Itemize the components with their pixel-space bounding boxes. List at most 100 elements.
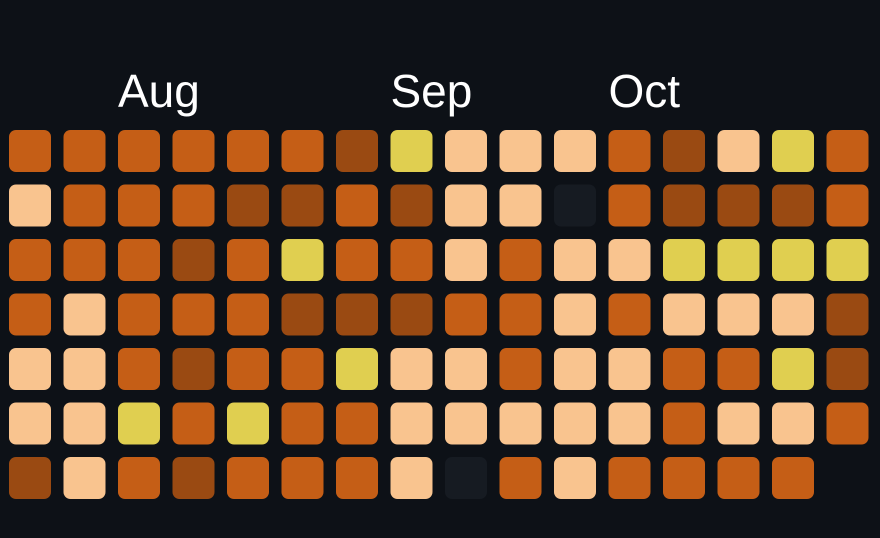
heatmap-cell	[663, 457, 705, 499]
heatmap-cell	[281, 457, 324, 499]
heatmap-cell	[227, 457, 269, 499]
heatmap-cell	[63, 184, 106, 227]
heatmap-cell	[663, 293, 705, 336]
heatmap-cell	[826, 130, 869, 172]
heatmap-cell	[336, 130, 378, 172]
heatmap-cell	[717, 239, 760, 281]
heatmap-cell	[663, 239, 705, 281]
heatmap-cell	[172, 348, 215, 390]
heatmap-cell	[445, 130, 487, 172]
heatmap-cell	[9, 348, 51, 390]
heatmap-cell	[227, 293, 269, 336]
heatmap-cell	[336, 402, 378, 445]
heatmap-cell	[172, 239, 215, 281]
heatmap-cell	[772, 402, 814, 445]
heatmap-cell	[390, 348, 433, 390]
heatmap-cell	[826, 402, 869, 445]
heatmap-cell	[63, 348, 106, 390]
heatmap-cell	[608, 239, 651, 281]
heatmap-cell	[772, 293, 814, 336]
month-label-aug: Aug	[118, 65, 200, 117]
heatmap-cell	[499, 402, 542, 445]
heatmap-cell	[227, 184, 269, 227]
heatmap-cell	[390, 184, 433, 227]
heatmap-cell	[554, 457, 596, 499]
heatmap-cell	[608, 348, 651, 390]
heatmap-cell	[281, 130, 324, 172]
heatmap-cell	[9, 402, 51, 445]
heatmap-cell	[63, 457, 106, 499]
heatmap-cell	[772, 239, 814, 281]
heatmap-cell	[554, 402, 596, 445]
heatmap-cell	[9, 293, 51, 336]
heatmap-cells	[9, 130, 869, 499]
heatmap-cell	[717, 457, 760, 499]
heatmap-cell	[717, 293, 760, 336]
heatmap-cell	[390, 402, 433, 445]
heatmap-cell	[772, 130, 814, 172]
heatmap-cell	[172, 184, 215, 227]
heatmap-cell	[499, 239, 542, 281]
month-labels: Aug Sep Oct	[118, 65, 680, 117]
month-label-oct: Oct	[609, 65, 681, 117]
heatmap-cell	[499, 184, 542, 227]
heatmap-cell	[499, 348, 542, 390]
heatmap-cell	[336, 184, 378, 227]
heatmap-cell	[281, 239, 324, 281]
heatmap-cell	[608, 184, 651, 227]
heatmap-cell	[118, 130, 160, 172]
heatmap-cell	[9, 184, 51, 227]
heatmap-cell	[63, 130, 106, 172]
heatmap-cell	[227, 348, 269, 390]
heatmap-cell	[826, 184, 869, 227]
heatmap-cell	[9, 130, 51, 172]
heatmap-cell	[445, 293, 487, 336]
heatmap-cell	[63, 293, 106, 336]
heatmap-cell	[281, 348, 324, 390]
heatmap-cell	[717, 184, 760, 227]
heatmap-cell	[118, 348, 160, 390]
heatmap-cell	[227, 402, 269, 445]
heatmap-cell	[554, 348, 596, 390]
heatmap-cell	[554, 184, 596, 227]
heatmap-cell	[499, 130, 542, 172]
heatmap-cell	[118, 457, 160, 499]
heatmap-cell	[717, 402, 760, 445]
heatmap-cell	[663, 348, 705, 390]
heatmap-cell	[390, 130, 433, 172]
heatmap-cell	[717, 348, 760, 390]
heatmap-cell	[281, 402, 324, 445]
heatmap-cell	[663, 184, 705, 227]
heatmap-cell	[445, 348, 487, 390]
heatmap-cell	[608, 402, 651, 445]
heatmap-cell	[118, 184, 160, 227]
heatmap-cell	[608, 457, 651, 499]
heatmap-cell	[826, 293, 869, 336]
heatmap-cell	[227, 239, 269, 281]
heatmap-cell	[772, 184, 814, 227]
heatmap-cell	[390, 293, 433, 336]
heatmap-cell	[118, 239, 160, 281]
heatmap-cell	[663, 402, 705, 445]
heatmap-cell	[826, 348, 869, 390]
heatmap-cell	[336, 293, 378, 336]
heatmap-cell	[772, 348, 814, 390]
heatmap-cell	[172, 457, 215, 499]
heatmap-cell	[9, 457, 51, 499]
heatmap-cell	[336, 348, 378, 390]
heatmap-cell	[663, 130, 705, 172]
heatmap-cell	[172, 130, 215, 172]
heatmap-cell	[63, 402, 106, 445]
heatmap-cell	[63, 239, 106, 281]
heatmap-cell	[336, 239, 378, 281]
heatmap-cell	[390, 239, 433, 281]
heatmap-cell	[772, 457, 814, 499]
heatmap-cell	[554, 293, 596, 336]
heatmap-cell	[172, 293, 215, 336]
heatmap-cell	[554, 239, 596, 281]
heatmap-cell	[554, 130, 596, 172]
heatmap-cell	[118, 293, 160, 336]
heatmap-cell	[445, 402, 487, 445]
heatmap-cell	[499, 457, 542, 499]
